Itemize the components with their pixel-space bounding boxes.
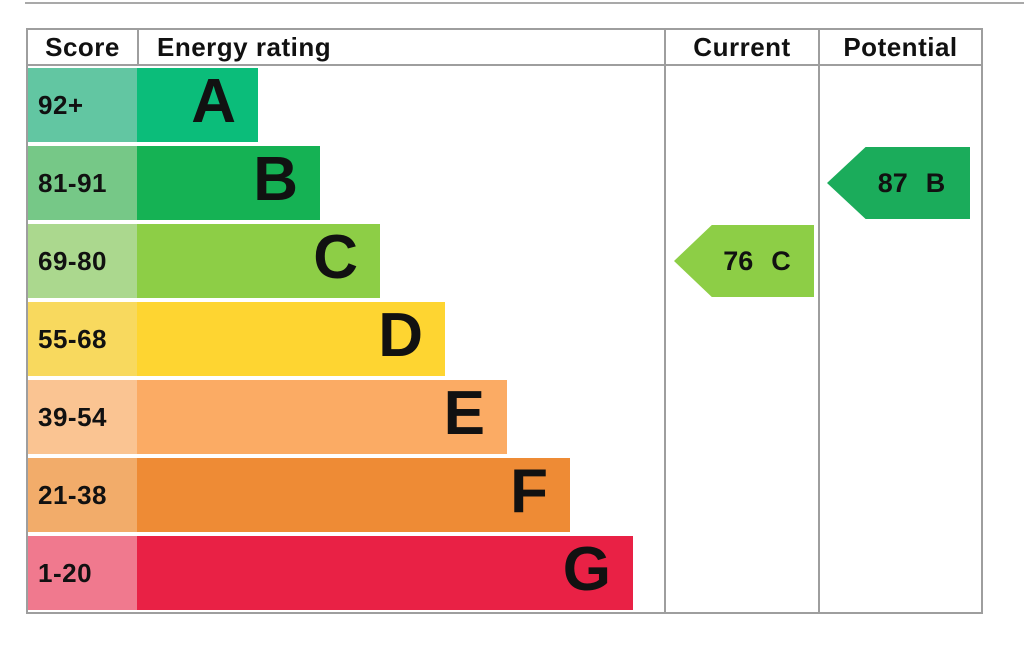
band-letter-g: G bbox=[562, 535, 611, 604]
score-range-label-b: 81-91 bbox=[38, 167, 107, 198]
score-cell-d: 55-68 bbox=[28, 302, 137, 376]
band-row-e: 39-54 E bbox=[28, 378, 981, 456]
band-letter-a: A bbox=[191, 67, 236, 136]
potential-cell-e bbox=[818, 378, 981, 456]
bar-track-b: B bbox=[137, 144, 664, 222]
current-value: 76 bbox=[723, 245, 754, 276]
current-cell-f bbox=[664, 456, 818, 534]
current-cell-b bbox=[664, 144, 818, 222]
epc-table: Score Energy rating Current Potential 92… bbox=[26, 28, 983, 614]
potential-value: 87 bbox=[877, 167, 908, 198]
potential-cell-g bbox=[818, 534, 981, 612]
top-divider-line bbox=[25, 2, 1024, 4]
score-range-label-d: 55-68 bbox=[38, 323, 107, 354]
band-letter-d: D bbox=[378, 301, 423, 370]
rating-bar-g: G bbox=[137, 536, 633, 610]
header-current: Current bbox=[666, 30, 820, 64]
score-range-label-a: 92+ bbox=[38, 89, 84, 120]
bar-track-f: F bbox=[137, 456, 664, 534]
rating-bar-c: C bbox=[137, 224, 380, 298]
header-potential: Potential bbox=[843, 31, 958, 62]
rating-bar-d: D bbox=[137, 302, 445, 376]
score-range-label-g: 1-20 bbox=[38, 557, 93, 588]
band-row-f: 21-38 F bbox=[28, 456, 981, 534]
band-row-d: 55-68 D bbox=[28, 300, 981, 378]
band-letter-b: B bbox=[253, 145, 298, 214]
current-cell-d bbox=[664, 300, 818, 378]
potential-band-letter: B bbox=[925, 167, 946, 198]
score-cell-a: 92+ bbox=[28, 68, 137, 142]
potential-cell-f bbox=[818, 456, 981, 534]
bar-track-g: G bbox=[137, 534, 664, 612]
score-cell-f: 21-38 bbox=[28, 458, 137, 532]
current-band-letter: C bbox=[771, 245, 791, 276]
potential-cell-a bbox=[818, 66, 981, 144]
current-rating-arrow: 76 C bbox=[674, 225, 814, 297]
potential-rating-arrow: 87 B bbox=[827, 147, 970, 219]
current-cell-c: 76 C bbox=[664, 222, 818, 300]
score-cell-g: 1-20 bbox=[28, 536, 137, 610]
band-row-b: 81-91 B 87 B bbox=[28, 144, 981, 222]
header-score: Score bbox=[28, 30, 139, 64]
score-range-label-f: 21-38 bbox=[38, 479, 107, 510]
band-letter-c: C bbox=[313, 223, 358, 292]
current-cell-e bbox=[664, 378, 818, 456]
score-cell-c: 69-80 bbox=[28, 224, 137, 298]
bar-track-c: C bbox=[137, 222, 664, 300]
score-cell-b: 81-91 bbox=[28, 146, 137, 220]
score-range-label-e: 39-54 bbox=[38, 401, 107, 432]
rating-bar-a: A bbox=[137, 68, 258, 142]
bar-track-a: A bbox=[137, 66, 664, 144]
bar-track-e: E bbox=[137, 378, 664, 456]
current-cell-a bbox=[664, 66, 818, 144]
band-row-c: 69-80 C 76 C bbox=[28, 222, 981, 300]
band-letter-e: E bbox=[443, 379, 485, 448]
band-row-a: 92+ A bbox=[28, 66, 981, 144]
score-cell-e: 39-54 bbox=[28, 380, 137, 454]
current-cell-g bbox=[664, 534, 818, 612]
potential-cell-d bbox=[818, 300, 981, 378]
header-energy-rating: Energy rating bbox=[139, 30, 666, 64]
bar-track-d: D bbox=[137, 300, 664, 378]
rating-bar-e: E bbox=[137, 380, 507, 454]
score-range-label-c: 69-80 bbox=[38, 245, 107, 276]
potential-cell-b: 87 B bbox=[818, 144, 981, 222]
table-body: 92+ A 81-91 B bbox=[28, 66, 981, 612]
potential-cell-c bbox=[818, 222, 981, 300]
rating-bar-b: B bbox=[137, 146, 320, 220]
rating-bar-f: F bbox=[137, 458, 570, 532]
table-header-row: Score Energy rating Current Potential bbox=[28, 30, 981, 66]
band-letter-f: F bbox=[510, 457, 548, 526]
band-row-g: 1-20 G bbox=[28, 534, 981, 612]
